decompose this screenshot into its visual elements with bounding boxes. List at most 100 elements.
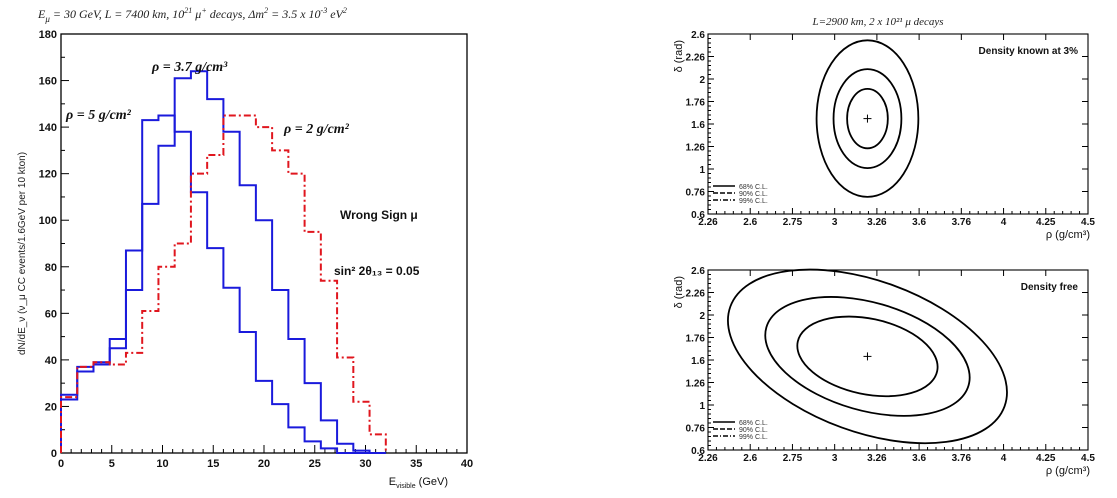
- y-axis-label: dN/dE_ν (ν_μ CC events/1.6GeV per 10 kto…: [17, 152, 28, 355]
- x-axis-label: Evisible (GeV): [389, 476, 448, 490]
- title-sup: -3: [321, 6, 328, 15]
- x-tick-label: 3.76: [952, 217, 972, 228]
- x-tick-label: 15: [207, 458, 219, 470]
- title-part: eV: [327, 7, 344, 21]
- plot-frame: [60, 33, 468, 454]
- label-rho-5: ρ = 5 g/cm²: [65, 108, 132, 123]
- y-tick-label: 0: [51, 448, 57, 460]
- y-tick-label: 1.76: [686, 98, 706, 109]
- y-axis-label: δ (rad): [673, 40, 685, 72]
- y-tick-label: 1: [699, 165, 705, 176]
- contour-90cl: [832, 68, 903, 169]
- x-tick-label: 4.25: [1036, 217, 1056, 228]
- x-tick-label: 0: [58, 458, 64, 470]
- x-tick-label: 2.75: [783, 217, 803, 228]
- title-sub: μ: [44, 14, 50, 24]
- label-rho-2: ρ = 2 g/cm²: [283, 122, 350, 137]
- y-tick-label: 0.76: [686, 188, 706, 199]
- y-tick-label: 0.6: [691, 446, 705, 457]
- x-axis-label: ρ (g/cm³): [1046, 465, 1090, 477]
- y-axis-label: δ (rad): [673, 276, 685, 308]
- y-tick-label: 40: [45, 355, 57, 367]
- histogram-series-rho5: [60, 114, 386, 454]
- y-tick-label: 1.26: [686, 379, 706, 390]
- x-tick-label: 10: [156, 458, 168, 470]
- contour-68cl: [796, 315, 939, 398]
- x-tick-label: 3.6: [912, 217, 926, 228]
- x-tick-label: 2.26: [698, 453, 718, 464]
- y-tick-label: 160: [39, 76, 57, 88]
- y-tick-label: 20: [45, 401, 57, 413]
- title-part: decays, Δm: [207, 7, 265, 21]
- panel-label: Density known at 3%: [979, 46, 1079, 57]
- x-tick-label: 35: [410, 458, 422, 470]
- x-tick-label: 4.25: [1036, 453, 1056, 464]
- y-tick-label: 0.6: [691, 210, 705, 221]
- x-tick-label: 5: [109, 458, 115, 470]
- contour-68cl: [846, 87, 889, 150]
- y-tick-label: 60: [45, 308, 57, 320]
- y-tick-label: 1.26: [686, 143, 706, 154]
- y-tick-label: 120: [39, 169, 57, 181]
- y-tick-label: 0.76: [686, 424, 706, 435]
- x-tick-label: 3.26: [867, 453, 887, 464]
- label-wrong-sign: Wrong Sign μ: [340, 208, 418, 222]
- title-part: μ: [192, 7, 201, 21]
- y-tick-label: 2.26: [686, 289, 706, 300]
- contour-99cl: [727, 268, 1008, 445]
- x-tick-label: 20: [258, 458, 270, 470]
- label-sin2theta: sin² 2θ₁₃ = 0.05: [334, 264, 420, 278]
- contour-chart-density-known: L=2900 km, 2 x 10²¹ μ decays 2.26 2.6 2.75 3…: [673, 16, 1095, 241]
- x-tick-label: 25: [309, 458, 321, 470]
- legend-label: 99% C.L.: [739, 198, 768, 205]
- title-part: = 3.5 x 10: [268, 7, 320, 21]
- legend-label: 90% C.L.: [739, 191, 768, 198]
- x-tick-label: 3.76: [952, 453, 972, 464]
- legend-label: 99% C.L.: [739, 434, 768, 441]
- label-rho-3p7: ρ = 3.7 g/cm³: [151, 60, 228, 75]
- title-part: = 30 GeV, L = 7400 km, 10: [50, 7, 184, 21]
- y-tick-label: 2.26: [686, 53, 706, 64]
- legend-label: 90% C.L.: [739, 427, 768, 434]
- x-tick-label: 4: [1001, 217, 1007, 228]
- legend-label: 68% C.L.: [739, 184, 768, 191]
- histogram-chart: Eμ = 30 GeV, L = 7400 km, 1021 μ+ decays…: [17, 6, 473, 490]
- legend-label: 68% C.L.: [739, 420, 768, 427]
- x-tick-label: 3: [832, 453, 838, 464]
- x-label-main: E: [389, 476, 396, 488]
- title-sup: 21: [184, 6, 192, 15]
- x-tick-label: 40: [461, 458, 473, 470]
- contour-title: L=2900 km, 2 x 10²¹ μ decays: [811, 16, 943, 28]
- y-tick-label: 80: [45, 262, 57, 274]
- y-tick-label: 1: [699, 401, 705, 412]
- title-sup: 2: [264, 6, 268, 15]
- x-tick-label: 4.5: [1081, 217, 1095, 228]
- x-tick-label: 4: [1001, 453, 1007, 464]
- x-tick-label: 2.6: [743, 453, 757, 464]
- y-tick-label: 1.76: [686, 334, 706, 345]
- y-tick-label: 2.6: [691, 30, 705, 41]
- x-tick-label: 2.6: [743, 217, 757, 228]
- x-axis-label: ρ (g/cm³): [1046, 229, 1090, 241]
- histogram-series-rho37: [60, 70, 386, 454]
- y-tick-label: 140: [39, 122, 57, 134]
- chart-title: Eμ = 30 GeV, L = 7400 km, 1021 μ+ decays…: [37, 6, 347, 24]
- contour-chart-density-free: 2.26 2.6 2.75 3 3.26 3.6 3.76 4 4.25 4.5 0.6 0.76 1 1…: [673, 266, 1095, 477]
- y-tick-label: 100: [39, 215, 57, 227]
- x-tick-label: 3.6: [912, 453, 926, 464]
- x-tick-label: 4.5: [1081, 453, 1095, 464]
- y-tick-label: 2: [699, 75, 705, 86]
- x-tick-label: 2.26: [698, 217, 718, 228]
- contour-99cl: [815, 39, 920, 198]
- y-tick-label: 180: [39, 29, 57, 41]
- y-tick-label: 1.6: [691, 356, 705, 367]
- x-tick-label: 3.26: [867, 217, 887, 228]
- title-sup: +: [201, 6, 206, 15]
- contour-90cl: [764, 296, 971, 417]
- x-tick-label: 30: [359, 458, 371, 470]
- y-tick-label: 2: [699, 311, 705, 322]
- y-tick-label: 2.6: [691, 266, 705, 277]
- x-label-sub: visible: [396, 483, 416, 490]
- histogram-series-rho2: [60, 114, 387, 453]
